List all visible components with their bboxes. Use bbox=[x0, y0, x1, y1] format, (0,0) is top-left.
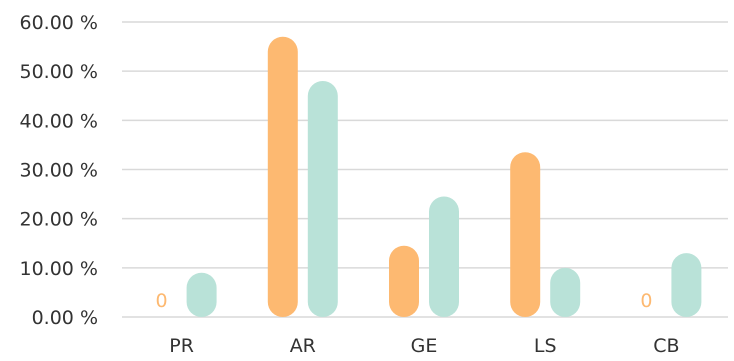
x-category-label: LS bbox=[534, 335, 557, 357]
y-tick-label: 60.00 % bbox=[20, 12, 99, 34]
bar bbox=[389, 245, 419, 317]
y-tick-label: 0.00 % bbox=[32, 307, 98, 329]
zero-value-label: 0 bbox=[640, 290, 652, 312]
y-tick-label: 20.00 % bbox=[20, 209, 99, 231]
bar bbox=[671, 253, 702, 317]
x-category-label: CB bbox=[653, 335, 679, 357]
bar bbox=[186, 272, 217, 317]
y-axis: 0.00 % 10.00 % 20.00 % 30.00 % 40.00 % 50.00 … bbox=[20, 12, 99, 329]
bar bbox=[307, 81, 338, 317]
x-category-label: AR bbox=[290, 335, 316, 357]
x-category-label: GE bbox=[411, 335, 438, 357]
y-tick-label: 40.00 % bbox=[20, 110, 99, 132]
x-axis: PR AR GE LS CB bbox=[169, 335, 679, 357]
y-tick-label: 50.00 % bbox=[20, 61, 99, 83]
grid-lines bbox=[122, 21, 728, 318]
bar bbox=[510, 152, 541, 317]
x-category-label: PR bbox=[169, 335, 194, 357]
zero-value-label: 0 bbox=[156, 290, 168, 312]
bar bbox=[429, 196, 459, 317]
y-tick-label: 30.00 % bbox=[20, 160, 99, 182]
bar bbox=[550, 267, 581, 317]
bar bbox=[267, 36, 298, 317]
y-tick-label: 10.00 % bbox=[20, 258, 99, 280]
